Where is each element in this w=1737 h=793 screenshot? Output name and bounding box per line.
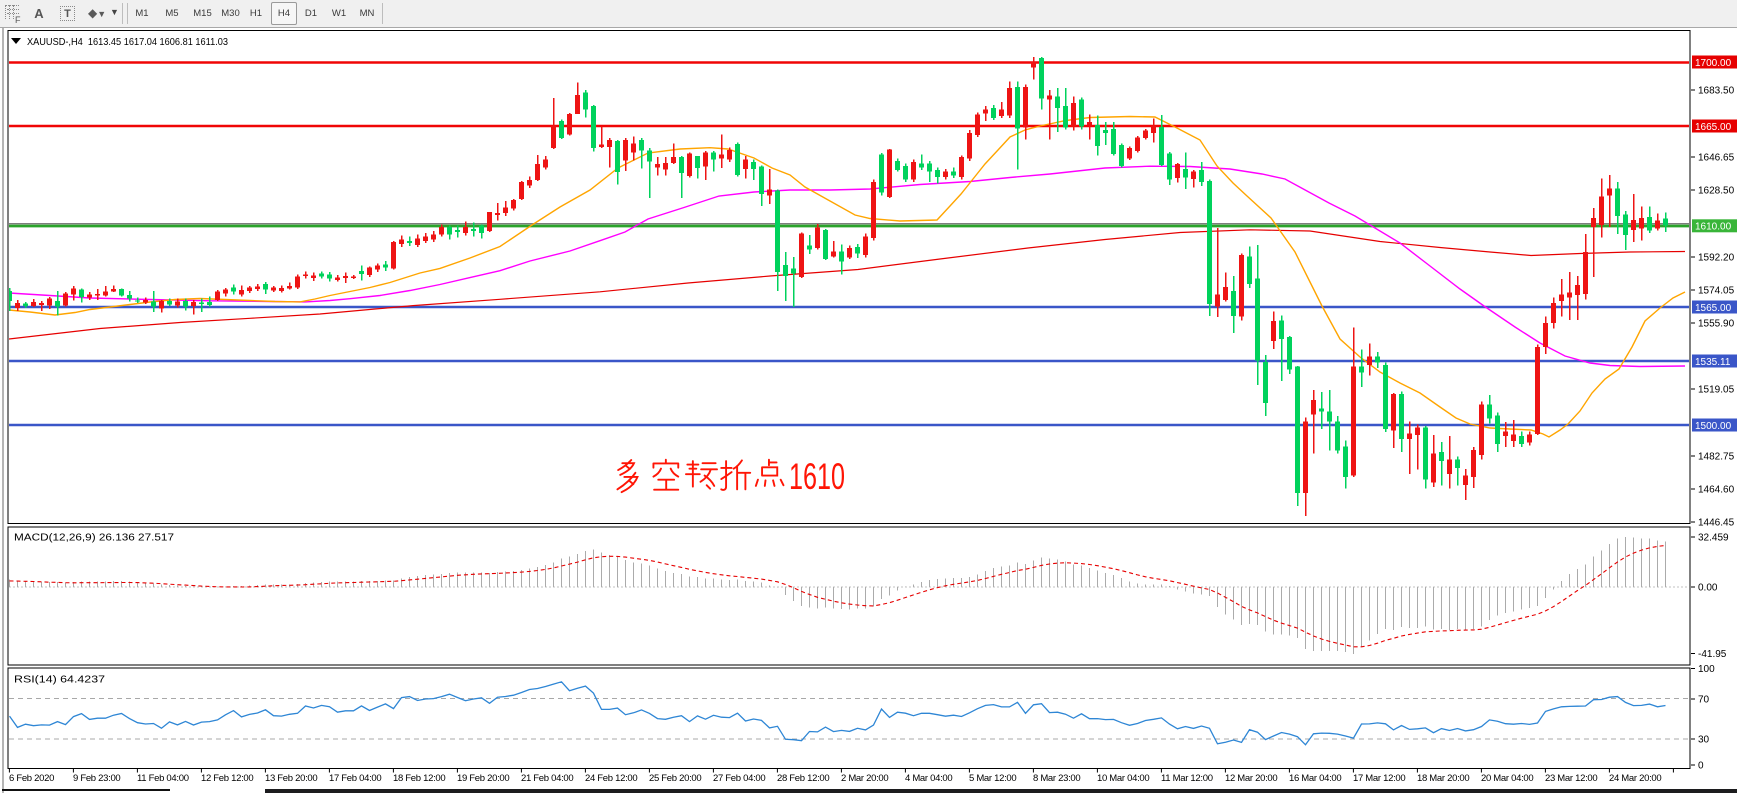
svg-text:1610.00: 1610.00 [1695, 222, 1732, 233]
svg-text:24 Feb 12:00: 24 Feb 12:00 [585, 773, 637, 784]
svg-text:25 Feb 20:00: 25 Feb 20:00 [649, 773, 701, 784]
svg-text:17 Feb 04:00: 17 Feb 04:00 [329, 773, 381, 784]
svg-text:0: 0 [1698, 761, 1704, 772]
svg-text:1535.11: 1535.11 [1695, 357, 1731, 368]
svg-text:11 Mar 12:00: 11 Mar 12:00 [1161, 773, 1213, 784]
svg-text:RSI(14) 64.4237: RSI(14) 64.4237 [14, 674, 105, 686]
svg-text:10 Mar 04:00: 10 Mar 04:00 [1097, 773, 1149, 784]
svg-text:1500.00: 1500.00 [1695, 421, 1732, 432]
svg-text:12 Feb 12:00: 12 Feb 12:00 [201, 773, 253, 784]
svg-text:30: 30 [1698, 735, 1710, 746]
svg-text:1592.20: 1592.20 [1698, 253, 1735, 264]
svg-text:1683.50: 1683.50 [1698, 86, 1735, 97]
svg-text:1610: 1610 [789, 456, 845, 497]
svg-text:5 Mar 12:00: 5 Mar 12:00 [969, 773, 1016, 784]
svg-text:1565.00: 1565.00 [1695, 303, 1732, 314]
svg-text:18 Mar 20:00: 18 Mar 20:00 [1417, 773, 1469, 784]
svg-text:1446.45: 1446.45 [1698, 518, 1735, 529]
svg-text:27 Feb 04:00: 27 Feb 04:00 [713, 773, 765, 784]
svg-text:21 Feb 04:00: 21 Feb 04:00 [521, 773, 573, 784]
svg-text:1519.05: 1519.05 [1698, 385, 1735, 396]
svg-text:1574.05: 1574.05 [1698, 286, 1735, 297]
svg-text:70: 70 [1698, 695, 1710, 706]
svg-text:100: 100 [1698, 664, 1715, 675]
svg-text:-41.95: -41.95 [1698, 649, 1727, 660]
svg-text:20 Mar 04:00: 20 Mar 04:00 [1481, 773, 1533, 784]
svg-text:32.459: 32.459 [1698, 533, 1729, 544]
svg-text:4 Mar 04:00: 4 Mar 04:00 [905, 773, 952, 784]
svg-text:12 Mar 20:00: 12 Mar 20:00 [1225, 773, 1277, 784]
svg-text:24 Mar 20:00: 24 Mar 20:00 [1609, 773, 1661, 784]
svg-text:6 Feb 2020: 6 Feb 2020 [9, 773, 54, 784]
svg-text:17 Mar 12:00: 17 Mar 12:00 [1353, 773, 1405, 784]
svg-text:8 Mar 23:00: 8 Mar 23:00 [1033, 773, 1080, 784]
svg-text:1646.65: 1646.65 [1698, 153, 1735, 164]
svg-text:23 Mar 12:00: 23 Mar 12:00 [1545, 773, 1597, 784]
svg-text:MACD(12,26,9) 26.136 27.517: MACD(12,26,9) 26.136 27.517 [14, 532, 174, 544]
svg-text:1665.00: 1665.00 [1695, 122, 1732, 133]
svg-text:18 Feb 12:00: 18 Feb 12:00 [393, 773, 445, 784]
svg-text:11 Feb 04:00: 11 Feb 04:00 [137, 773, 189, 784]
svg-text:19 Feb 20:00: 19 Feb 20:00 [457, 773, 509, 784]
svg-text:0.00: 0.00 [1698, 583, 1718, 594]
svg-text:1628.50: 1628.50 [1698, 186, 1735, 197]
svg-text:1482.75: 1482.75 [1698, 452, 1735, 463]
svg-text:16 Mar 04:00: 16 Mar 04:00 [1289, 773, 1341, 784]
svg-text:1700.00: 1700.00 [1695, 58, 1732, 69]
svg-text:1464.60: 1464.60 [1698, 485, 1735, 496]
svg-text:XAUUSD-,H4 1613.45 1617.04 16: XAUUSD-,H4 1613.45 1617.04 1606.81 1611.… [27, 37, 228, 48]
svg-text:2 Mar 20:00: 2 Mar 20:00 [841, 773, 888, 784]
svg-text:13 Feb 20:00: 13 Feb 20:00 [265, 773, 317, 784]
svg-text:1555.90: 1555.90 [1698, 319, 1735, 330]
svg-text:9 Feb 23:00: 9 Feb 23:00 [73, 773, 120, 784]
svg-text:28 Feb 12:00: 28 Feb 12:00 [777, 773, 829, 784]
